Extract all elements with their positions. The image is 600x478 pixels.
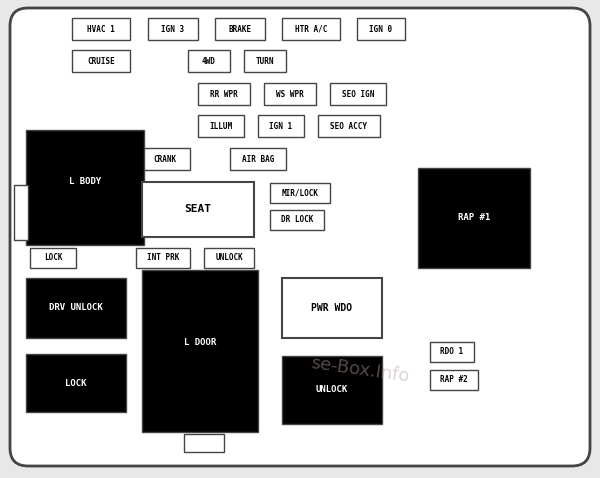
Text: RAP #2: RAP #2 — [440, 376, 468, 384]
Text: HVAC 1: HVAC 1 — [87, 24, 115, 33]
Text: RDO 1: RDO 1 — [440, 348, 464, 357]
Text: IGN 3: IGN 3 — [161, 24, 185, 33]
Text: SEAT: SEAT — [185, 205, 212, 215]
Bar — [270, 210, 324, 230]
Bar — [72, 18, 130, 40]
Text: L BODY: L BODY — [69, 177, 101, 186]
Bar — [430, 342, 474, 362]
Text: UNLOCK: UNLOCK — [316, 385, 348, 394]
Text: 4WD: 4WD — [202, 56, 216, 65]
Text: LOCK: LOCK — [65, 379, 87, 388]
Text: DRV UNLOCK: DRV UNLOCK — [49, 304, 103, 313]
Bar — [418, 168, 530, 268]
Bar — [26, 354, 126, 412]
Bar — [204, 248, 254, 268]
Bar — [258, 115, 304, 137]
Bar — [136, 248, 190, 268]
Text: CRANK: CRANK — [154, 154, 176, 163]
Text: se-Box.Info: se-Box.Info — [310, 354, 410, 386]
Bar — [184, 434, 224, 452]
Bar — [14, 185, 28, 240]
Bar — [270, 183, 330, 203]
Bar — [330, 83, 386, 105]
Text: BRAKE: BRAKE — [229, 24, 251, 33]
Text: DR LOCK: DR LOCK — [281, 216, 313, 225]
Bar — [215, 18, 265, 40]
Text: WS WPR: WS WPR — [276, 89, 304, 98]
Bar — [198, 83, 250, 105]
Text: AIR BAG: AIR BAG — [242, 154, 274, 163]
Bar — [264, 83, 316, 105]
Text: RAP #1: RAP #1 — [458, 214, 490, 222]
Bar — [230, 148, 286, 170]
Bar — [430, 370, 478, 390]
Bar — [198, 115, 244, 137]
Bar — [148, 18, 198, 40]
Text: CRUISE: CRUISE — [87, 56, 115, 65]
Text: LOCK: LOCK — [44, 253, 62, 262]
Bar — [26, 278, 126, 338]
Bar — [282, 278, 382, 338]
Text: INT PRK: INT PRK — [147, 253, 179, 262]
Text: MIR/LOCK: MIR/LOCK — [281, 188, 319, 197]
Text: IGN 0: IGN 0 — [370, 24, 392, 33]
Text: ILLUM: ILLUM — [209, 121, 233, 130]
Bar — [244, 50, 286, 72]
Bar — [26, 130, 144, 245]
Bar — [142, 182, 254, 237]
Text: SEO ACCY: SEO ACCY — [331, 121, 367, 130]
Text: IGN 1: IGN 1 — [269, 121, 293, 130]
Text: HTR A/C: HTR A/C — [295, 24, 327, 33]
Bar — [188, 50, 230, 72]
Bar — [282, 18, 340, 40]
Bar — [282, 356, 382, 424]
Bar — [357, 18, 405, 40]
Text: UNLOCK: UNLOCK — [215, 253, 243, 262]
Text: PWR WDO: PWR WDO — [311, 303, 353, 313]
FancyBboxPatch shape — [10, 8, 590, 466]
Bar — [142, 270, 258, 432]
Bar — [140, 148, 190, 170]
Text: L DOOR: L DOOR — [184, 338, 216, 348]
Bar — [72, 50, 130, 72]
Bar — [318, 115, 380, 137]
Text: RR WPR: RR WPR — [210, 89, 238, 98]
Text: SEO IGN: SEO IGN — [342, 89, 374, 98]
Bar — [30, 248, 76, 268]
Text: TURN: TURN — [256, 56, 274, 65]
